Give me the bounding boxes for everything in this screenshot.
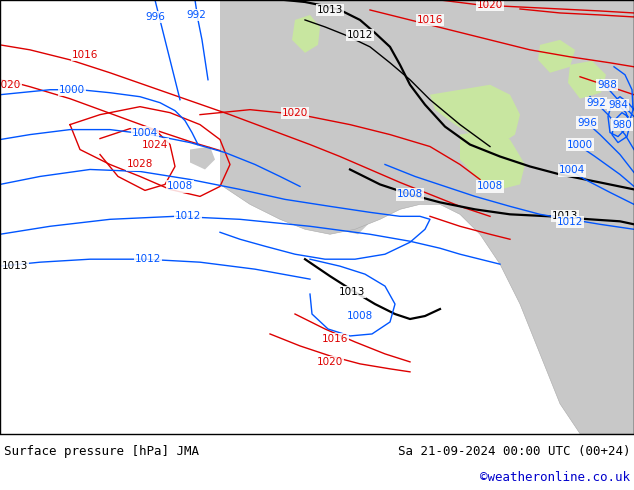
Text: 1020: 1020 [477, 0, 503, 10]
Text: 1008: 1008 [477, 181, 503, 192]
Polygon shape [225, 25, 320, 95]
Text: Sa 21-09-2024 00:00 UTC (00+24): Sa 21-09-2024 00:00 UTC (00+24) [398, 445, 630, 458]
Polygon shape [190, 147, 215, 170]
Text: 1028: 1028 [127, 159, 153, 170]
Text: 1012: 1012 [557, 217, 583, 227]
Text: 1008: 1008 [347, 311, 373, 321]
Text: 996: 996 [577, 118, 597, 127]
Text: 1020: 1020 [317, 357, 343, 367]
Polygon shape [460, 129, 525, 190]
Text: 1024: 1024 [142, 140, 168, 149]
Polygon shape [568, 61, 606, 98]
Text: 1012: 1012 [347, 30, 373, 40]
Text: 1013: 1013 [552, 211, 578, 221]
Polygon shape [538, 40, 575, 73]
Text: 980: 980 [612, 120, 632, 130]
Text: 1000: 1000 [567, 140, 593, 149]
Polygon shape [220, 0, 634, 434]
Text: 1004: 1004 [132, 127, 158, 138]
Text: 1000: 1000 [59, 85, 85, 95]
Text: 1013: 1013 [339, 287, 365, 297]
Text: 1008: 1008 [167, 181, 193, 192]
Polygon shape [345, 212, 368, 234]
Text: Surface pressure [hPa] JMA: Surface pressure [hPa] JMA [4, 445, 199, 458]
Text: 1004: 1004 [559, 166, 585, 175]
Text: 984: 984 [608, 99, 628, 110]
Polygon shape [230, 75, 270, 110]
Text: 1012: 1012 [135, 254, 161, 264]
Text: 1016: 1016 [322, 334, 348, 344]
Text: 1020: 1020 [282, 108, 308, 118]
Text: 1013: 1013 [317, 5, 343, 15]
Text: 1016: 1016 [417, 15, 443, 25]
Text: 1012: 1012 [175, 211, 201, 221]
Text: 1013: 1013 [2, 261, 29, 271]
Polygon shape [430, 85, 520, 145]
Text: 1016: 1016 [72, 50, 98, 60]
Text: 992: 992 [186, 10, 206, 20]
Text: ©weatheronline.co.uk: ©weatheronline.co.uk [480, 471, 630, 485]
Text: 1020: 1020 [0, 80, 21, 90]
Polygon shape [292, 15, 320, 53]
Text: 1008: 1008 [397, 190, 423, 199]
Text: 988: 988 [597, 80, 617, 90]
Text: 992: 992 [586, 98, 606, 108]
Text: 996: 996 [145, 12, 165, 22]
